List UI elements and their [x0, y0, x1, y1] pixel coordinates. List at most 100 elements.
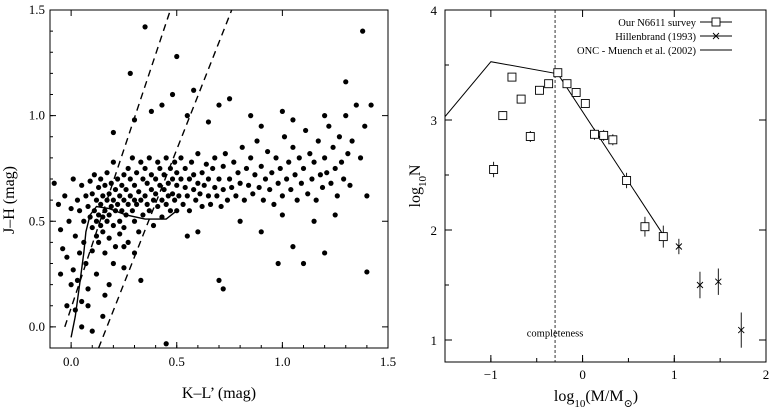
ylabel-sub: 10	[417, 176, 429, 188]
n6611-data-point	[590, 129, 599, 139]
left-data-point	[106, 282, 112, 288]
right-y-axis-label: log10N	[407, 164, 429, 207]
right-y-tick-label: 2	[431, 223, 438, 238]
left-data-point	[205, 119, 212, 125]
left-data-point	[95, 212, 102, 218]
left-data-point	[102, 292, 108, 298]
left-data-point	[66, 218, 72, 224]
left-data-point	[303, 127, 309, 134]
left-data-point	[281, 134, 288, 140]
left-data-point	[100, 229, 106, 235]
left-data-point	[296, 155, 302, 161]
left-data-point	[258, 229, 264, 235]
left-data-point	[131, 182, 138, 188]
left-data-point	[106, 191, 112, 197]
left-data-point	[142, 193, 148, 199]
left-data-point	[106, 212, 112, 218]
right-y-tick-label: 4	[431, 3, 438, 18]
right-mass-function: completeness −1 0 1 2 1 2 3 4 Our N6611 survey H…	[407, 3, 769, 410]
left-data-point	[121, 265, 127, 271]
left-data-point	[74, 277, 81, 283]
left-x-tick-label: 1.5	[380, 354, 396, 369]
left-data-point	[161, 186, 167, 193]
left-data-point	[357, 155, 364, 161]
left-data-point	[117, 218, 123, 224]
left-data-point	[131, 218, 138, 224]
left-data-point	[106, 235, 112, 241]
left-data-point	[72, 307, 78, 313]
left-data-point	[300, 165, 307, 172]
left-x-tick-label: 0.0	[63, 354, 79, 369]
left-data-point	[87, 214, 93, 220]
left-data-point	[131, 117, 138, 123]
left-data-point	[157, 165, 163, 172]
left-data-point	[182, 184, 188, 191]
left-data-point	[336, 134, 343, 140]
left-data-point	[245, 182, 252, 188]
left-data-point	[89, 224, 95, 231]
right-plot-frame	[444, 9, 767, 363]
left-data-point	[123, 186, 129, 193]
left-data-point	[360, 28, 366, 34]
left-data-point	[108, 180, 114, 186]
left-axes: 0.0 0.5 1.0 1.5 0.0 0.5 1.0 1.5	[29, 2, 396, 369]
left-data-point	[309, 176, 315, 182]
left-data-point	[176, 193, 182, 199]
legend-square-marker	[711, 17, 721, 27]
n6611-data-point	[622, 176, 632, 185]
right-points	[489, 68, 745, 348]
left-data-point	[226, 96, 233, 102]
left-data-point	[104, 197, 110, 203]
left-data-point	[184, 233, 190, 239]
left-data-point	[159, 214, 165, 220]
left-data-point	[153, 176, 159, 182]
left-data-point	[142, 165, 148, 172]
left-data-point	[81, 239, 87, 245]
left-data-point	[150, 222, 157, 229]
left-data-point	[76, 250, 83, 256]
left-data-point	[57, 271, 64, 277]
left-data-point	[163, 201, 169, 207]
left-data-point	[300, 260, 307, 267]
right-x-axis-label-text: log10(M/M⊙)	[554, 388, 638, 410]
left-data-point	[186, 176, 193, 182]
left-data-point	[332, 212, 338, 218]
left-data-point	[161, 172, 167, 178]
left-data-point	[79, 182, 85, 188]
left-data-point	[57, 227, 64, 233]
left-data-point	[317, 172, 323, 178]
n6611-data-point	[553, 68, 563, 78]
left-data-point	[186, 208, 193, 214]
left-data-point	[64, 303, 70, 309]
left-data-point	[241, 197, 247, 203]
onc-mass-function-line	[445, 61, 666, 238]
left-data-point	[102, 208, 108, 214]
left-data-point	[148, 172, 154, 178]
left-data-point	[159, 197, 165, 203]
left-data-point	[169, 176, 176, 182]
left-data-point	[129, 208, 135, 214]
left-data-point	[144, 180, 150, 186]
n6611-data-point	[498, 111, 508, 121]
left-data-point	[70, 267, 76, 273]
left-data-point	[269, 170, 275, 176]
n6611-data-point	[507, 72, 517, 82]
left-data-point	[182, 165, 188, 172]
left-data-point	[237, 180, 243, 186]
legend-label: ONC - Muench et al. (2002)	[577, 46, 696, 57]
left-data-point	[188, 159, 195, 165]
n6611-data-point	[571, 88, 581, 97]
left-data-point	[248, 113, 254, 119]
ylabel-log: log	[407, 187, 424, 207]
left-data-point	[338, 159, 345, 165]
left-data-point	[127, 176, 133, 182]
left-data-point	[68, 205, 74, 212]
left-data-point	[307, 151, 313, 157]
left-data-point	[150, 197, 157, 203]
left-data-point	[279, 193, 285, 199]
left-data-point	[138, 277, 144, 283]
left-data-point	[288, 186, 294, 193]
left-data-point	[256, 184, 262, 191]
left-data-point	[368, 102, 374, 108]
left-reddening-band-line	[97, 10, 233, 348]
